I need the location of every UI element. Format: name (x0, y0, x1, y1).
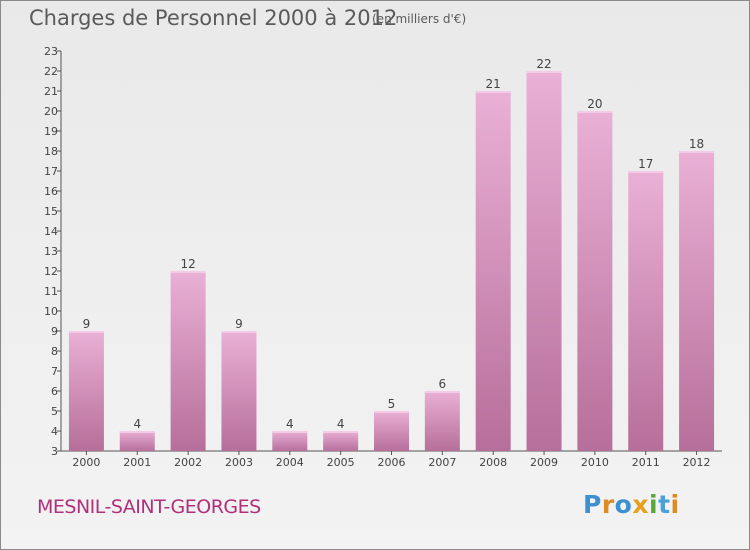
x-tick-label: 2000 (72, 456, 100, 469)
y-tick-label: 19 (44, 125, 58, 138)
bar-top-highlight (374, 411, 409, 413)
data-label: 5 (388, 397, 396, 411)
y-tick-label: 5 (51, 405, 58, 418)
y-tick-label: 18 (44, 145, 58, 158)
x-tick-label: 2004 (276, 456, 304, 469)
bar (119, 431, 155, 451)
data-label: 6 (439, 377, 447, 391)
bar (679, 151, 715, 451)
bar (221, 331, 257, 451)
bar (374, 411, 409, 451)
y-tick-label: 7 (51, 365, 58, 378)
data-label: 9 (83, 317, 91, 331)
x-tick-label: 2003 (225, 456, 253, 469)
y-tick-label: 6 (51, 385, 58, 398)
data-label: 20 (587, 97, 602, 111)
bar (526, 71, 562, 451)
bar-top-highlight (424, 391, 460, 393)
y-tick-label: 11 (44, 285, 58, 298)
bar (323, 431, 359, 451)
y-tick-label: 21 (44, 85, 58, 98)
y-tick-label: 16 (44, 185, 58, 198)
x-tick-label: 2007 (428, 456, 456, 469)
bar (272, 431, 308, 451)
y-tick-label: 4 (51, 425, 58, 438)
y-tick-label: 13 (44, 245, 58, 258)
logo-letter: P (583, 490, 602, 519)
bar-top-highlight (526, 71, 562, 73)
y-tick-label: 17 (44, 165, 58, 178)
bar (475, 91, 511, 451)
x-tick-label: 2010 (581, 456, 609, 469)
bar-top-highlight (323, 431, 359, 433)
bar (628, 171, 664, 451)
bar-top-highlight (170, 271, 206, 273)
x-tick-label: 2005 (327, 456, 355, 469)
data-label: 18 (689, 137, 704, 151)
data-label: 4 (286, 417, 294, 431)
x-tick-label: 2009 (530, 456, 558, 469)
bar-top-highlight (628, 171, 664, 173)
y-tick-label: 12 (44, 265, 58, 278)
bar-top-highlight (221, 331, 257, 333)
logo-letter: o (614, 490, 633, 519)
y-tick-label: 10 (44, 305, 58, 318)
bar-top-highlight (119, 431, 155, 433)
bar-top-highlight (475, 91, 511, 93)
data-label: 9 (235, 317, 243, 331)
bar (68, 331, 104, 451)
chart-subtitle: (en milliers d'€) (372, 12, 467, 26)
bar-top-highlight (679, 151, 715, 153)
x-tick-label: 2011 (632, 456, 660, 469)
data-label: 12 (180, 257, 195, 271)
logo-letter: t (658, 490, 671, 519)
y-tick-label: 14 (44, 225, 58, 238)
data-label: 22 (536, 57, 551, 71)
logo-letter: i (670, 490, 680, 519)
bar (170, 271, 206, 451)
data-label: 21 (486, 77, 501, 91)
x-tick-label: 2008 (479, 456, 507, 469)
y-tick-label: 15 (44, 205, 58, 218)
data-label: 4 (133, 417, 141, 431)
y-tick-label: 3 (51, 445, 58, 458)
y-tick-label: 9 (51, 325, 58, 338)
x-tick-label: 2001 (123, 456, 151, 469)
y-tick-label: 23 (44, 45, 58, 58)
bar (424, 391, 460, 451)
chart-title: Charges de Personnel 2000 à 2012 (29, 6, 398, 30)
x-tick-label: 2012 (683, 456, 711, 469)
proxiti-logo: Proxiti (583, 490, 680, 519)
logo-letter: r (601, 490, 615, 519)
bar (577, 111, 613, 451)
y-tick-label: 22 (44, 65, 58, 78)
data-label: 17 (638, 157, 653, 171)
bar-top-highlight (68, 331, 104, 333)
commune-name: MESNIL-SAINT-GEORGES (37, 496, 261, 518)
y-tick-label: 20 (44, 105, 58, 118)
y-tick-label: 8 (51, 345, 58, 358)
x-tick-label: 2002 (174, 456, 202, 469)
x-tick-label: 2006 (378, 456, 406, 469)
data-label: 4 (337, 417, 345, 431)
bar-top-highlight (272, 431, 308, 433)
logo-letter: i (649, 490, 659, 519)
logo-letter: x (632, 490, 649, 519)
bar-top-highlight (577, 111, 613, 113)
